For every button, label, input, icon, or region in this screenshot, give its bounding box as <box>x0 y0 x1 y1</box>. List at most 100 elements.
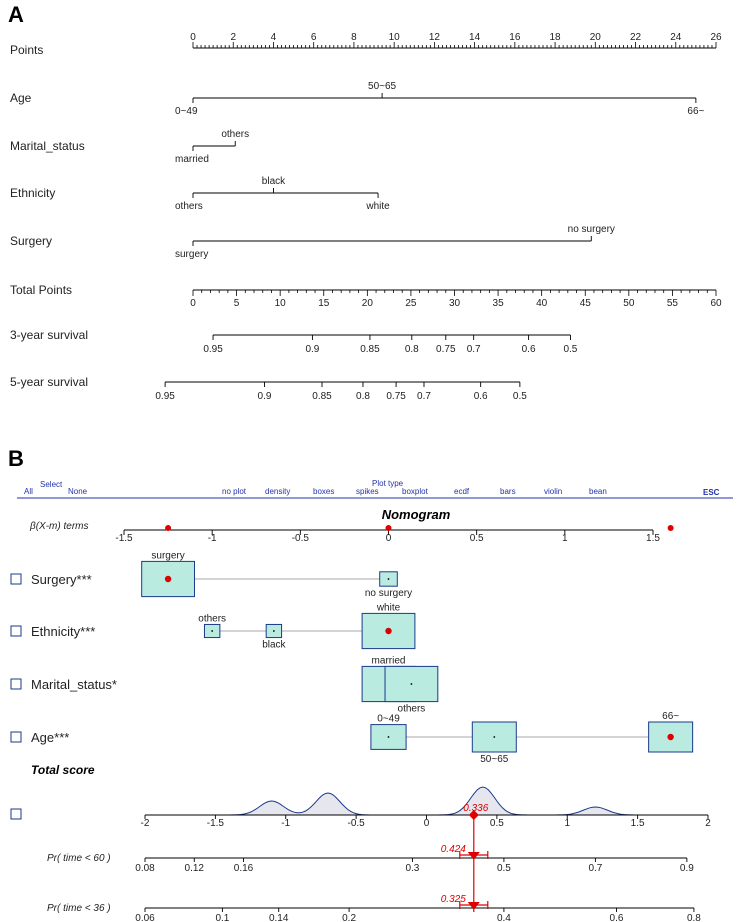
menu-select: Select <box>40 480 63 489</box>
total-points-tick-label: 60 <box>710 298 722 309</box>
survival-tick-label: 0.9 <box>305 344 319 355</box>
probability-tick-label: 0.5 <box>497 863 511 874</box>
total-score-tick-label: 1.5 <box>631 818 645 829</box>
total-points-tick-label: 40 <box>536 298 548 309</box>
predictor-label-age: Age <box>10 91 32 105</box>
probability-tick-label: 0.8 <box>687 913 701 922</box>
total-score-tick-label: 0 <box>424 818 430 829</box>
total-points-tick-label: 5 <box>234 298 240 309</box>
beta-tick-label: 0 <box>386 533 392 544</box>
points-tick-label: 2 <box>230 32 236 43</box>
total-points-tick-label: 25 <box>405 298 417 309</box>
total-points-tick-label: 10 <box>275 298 287 309</box>
category-label: others <box>198 613 226 624</box>
predictor-level-label: 50~65 <box>368 81 397 92</box>
beta-tick-label: 1 <box>562 533 568 544</box>
category-center-dot <box>272 630 275 632</box>
probability-tick-label: 0.1 <box>215 913 229 922</box>
total-points-axis-label: Total Points <box>10 283 72 297</box>
total-points-tick-label: 20 <box>362 298 374 309</box>
total-score-tick-label: -0.5 <box>348 818 366 829</box>
probability-tick-label: 0.7 <box>588 863 602 874</box>
category-label: white <box>376 602 401 613</box>
points-tick-label: 8 <box>351 32 357 43</box>
category-center-dot <box>211 630 214 632</box>
category-label: 66~ <box>662 711 679 722</box>
points-tick-label: 22 <box>630 32 642 43</box>
probability-value-label: 0.325 <box>441 894 466 905</box>
category-label: black <box>262 640 286 651</box>
total-score-tick-label: -1 <box>281 818 290 829</box>
survival-tick-label: 0.5 <box>563 344 577 355</box>
survival-axis-label: 3-year survival <box>10 328 88 342</box>
probability-tick-label: 0.4 <box>497 913 511 922</box>
probability-value-label: 0.424 <box>441 844 466 855</box>
total-score-label: Total score <box>31 763 95 777</box>
menu-option-boxplot: boxplot <box>402 487 429 496</box>
probability-tick-label: 0.9 <box>680 863 694 874</box>
row-label-age: Age*** <box>31 730 69 745</box>
points-tick-label: 16 <box>509 32 521 43</box>
survival-axis-label: 5-year survival <box>10 375 88 389</box>
total-score-tick-label: 1 <box>564 818 570 829</box>
survival-tick-label: 0.95 <box>203 344 223 355</box>
beta-tick-label: -1 <box>208 533 217 544</box>
probability-tick-label: 0.14 <box>269 913 289 922</box>
menu-none: None <box>68 487 88 496</box>
predictor-level-label: 0~49 <box>175 106 198 117</box>
beta-tick-label: -0.5 <box>292 533 310 544</box>
menu-esc: ESC <box>703 488 720 497</box>
category-label: others <box>398 704 426 715</box>
probability-value-marker <box>467 902 480 910</box>
beta-tick-label: -1.5 <box>115 533 133 544</box>
row-checkbox <box>10 731 22 743</box>
selected-marker-dot <box>385 627 392 635</box>
total-score-checkbox <box>10 808 22 820</box>
predictor-level-label: white <box>365 201 390 212</box>
probability-axis-label: Pr( time < 36 ) <box>47 903 111 914</box>
total-points-tick-label: 0 <box>190 298 196 309</box>
probability-value-marker <box>467 852 480 860</box>
category-center-dot <box>387 736 390 738</box>
menu-option-bean: bean <box>589 487 607 496</box>
probability-tick-label: 0.12 <box>185 863 205 874</box>
points-tick-label: 20 <box>590 32 602 43</box>
category-label: married <box>372 655 406 666</box>
row-label-marital_status: Marital_status* <box>31 677 117 692</box>
survival-tick-label: 0.95 <box>155 391 175 402</box>
survival-tick-label: 0.8 <box>405 344 419 355</box>
points-tick-label: 6 <box>311 32 317 43</box>
total-points-tick-label: 50 <box>623 298 635 309</box>
total-score-tick-label: 0.5 <box>490 818 504 829</box>
probability-tick-label: 0.6 <box>610 913 624 922</box>
points-tick-label: 10 <box>389 32 401 43</box>
survival-tick-label: 0.75 <box>436 344 456 355</box>
beta-marker-dot <box>667 525 674 531</box>
category-label: surgery <box>151 550 184 561</box>
category-label: 50~65 <box>480 754 509 765</box>
probability-tick-label: 0.06 <box>135 913 155 922</box>
predictor-label-marital_status: Marital_status <box>10 139 85 153</box>
probability-axis-label: Pr( time < 60 ) <box>47 853 111 864</box>
total-points-tick-label: 35 <box>493 298 505 309</box>
predictor-level-label: others <box>175 201 203 212</box>
total-score-value-label: 0.336 <box>463 803 488 814</box>
survival-tick-label: 0.75 <box>386 391 406 402</box>
row-checkbox <box>10 573 22 585</box>
category-center-dot <box>410 683 413 685</box>
beta-axis-label: β(X-m) terms <box>29 521 88 532</box>
menu-option-bars: bars <box>500 487 516 496</box>
total-points-tick-label: 15 <box>318 298 330 309</box>
survival-tick-label: 0.6 <box>474 391 488 402</box>
predictor-level-label: no surgery <box>568 224 615 235</box>
predictor-label-ethnicity: Ethnicity <box>10 186 55 200</box>
category-center-dot <box>387 578 390 580</box>
beta-marker-dot <box>385 525 392 531</box>
menu-plot-type: Plot type <box>372 479 404 488</box>
predictor-level-label: surgery <box>175 249 208 260</box>
panel-b-dynamic-nomogram: B All Select None Plot type no plot density bo… <box>8 446 733 922</box>
selected-marker-dot <box>164 575 172 583</box>
menu-option-no-plot: no plot <box>222 487 247 496</box>
survival-tick-label: 0.6 <box>522 344 536 355</box>
total-score-tick-label: -1.5 <box>207 818 225 829</box>
